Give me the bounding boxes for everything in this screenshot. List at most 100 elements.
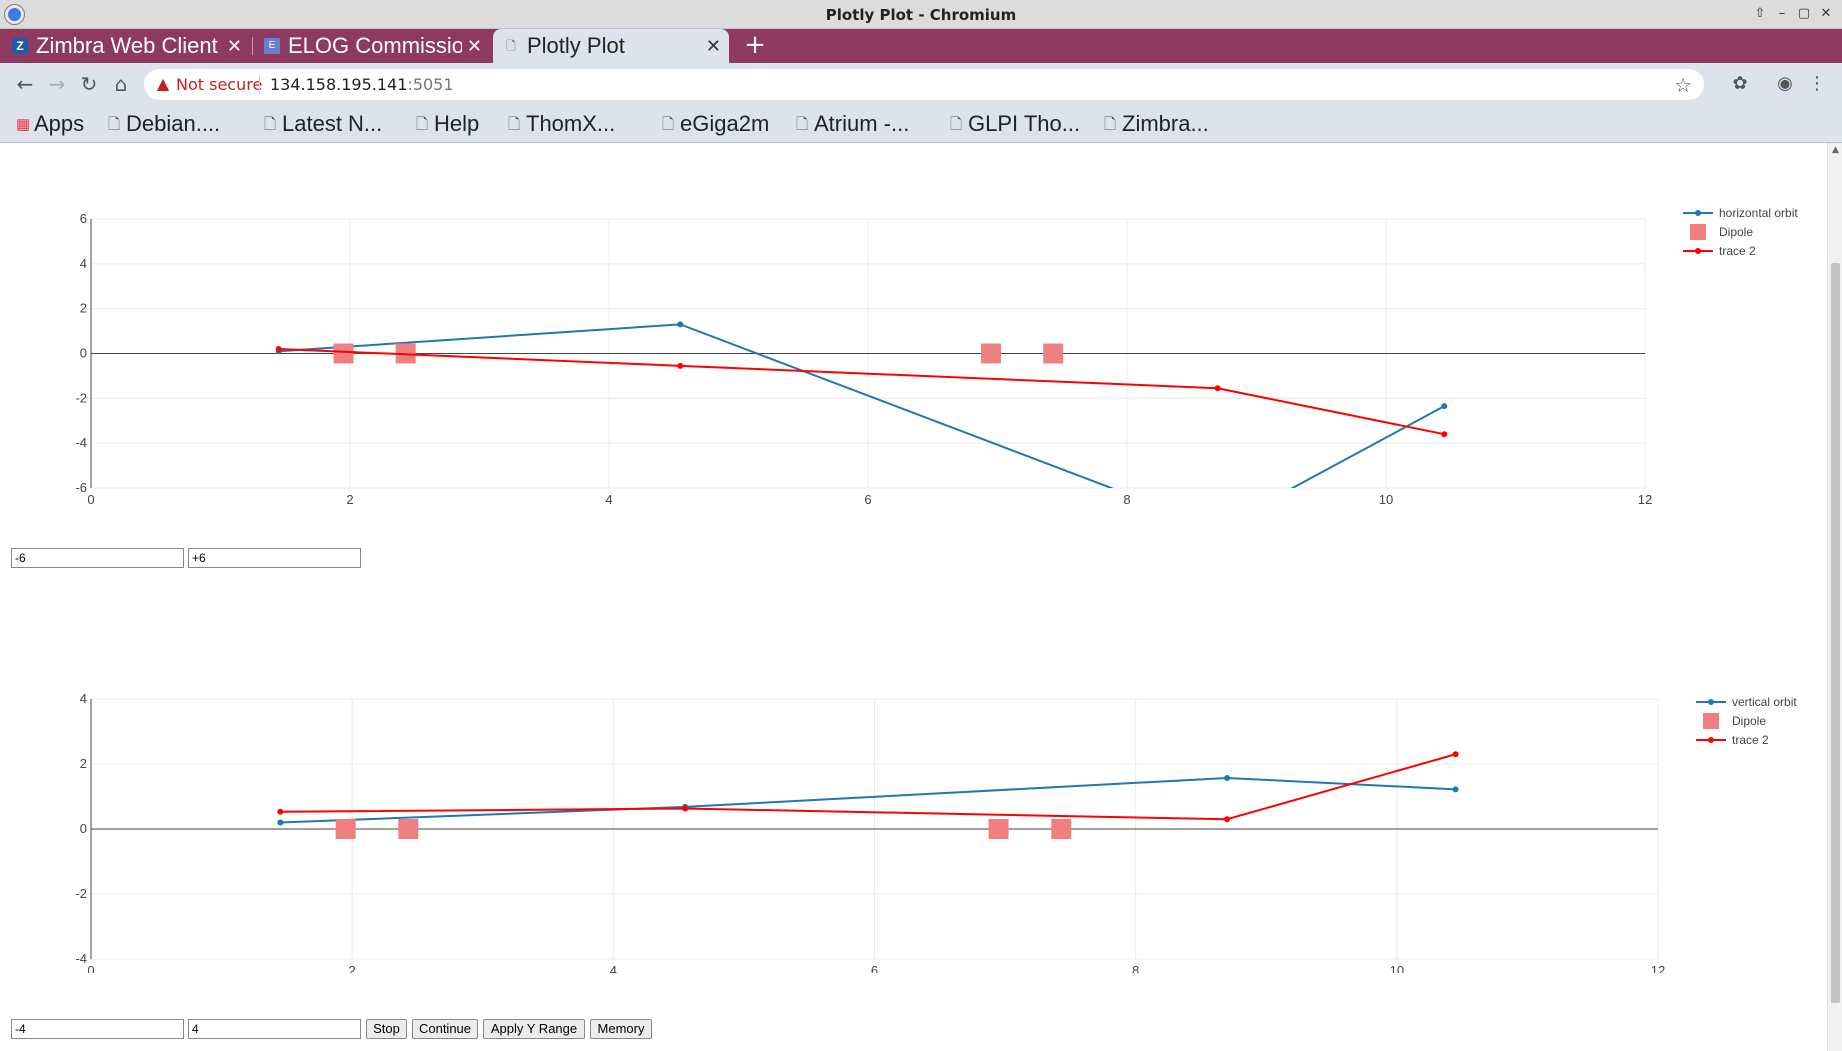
page-favicon-icon: 🗋 <box>506 39 516 53</box>
scroll-up-arrow-icon[interactable]: ▲ <box>1832 145 1839 155</box>
page-icon: 🗋 <box>662 116 675 133</box>
toolbar: ← → ↻ ⌂ ▲ Not secure 134.158.195.141:505… <box>0 63 1842 106</box>
dipole-marker <box>981 343 1002 364</box>
scrollbar-thumb[interactable] <box>1831 263 1840 1003</box>
memory-button[interactable]: Memory <box>590 1019 652 1039</box>
keep-above-icon[interactable]: ⇧ <box>1754 6 1766 21</box>
x-tick-label: 8 <box>1123 492 1130 507</box>
data-point <box>682 805 689 812</box>
bookmark-glpi[interactable]: 🗋 GLPI Tho... <box>950 110 1080 138</box>
divider <box>259 75 260 94</box>
x-tick-label: 0 <box>87 492 94 507</box>
x-tick-label: 4 <box>605 492 612 507</box>
bookmark-label: Apps <box>34 111 85 136</box>
bottom-y-min-input[interactable] <box>11 1019 184 1039</box>
legend-square <box>1703 713 1719 729</box>
page-icon: 🗋 <box>950 116 963 133</box>
legend-marker <box>1695 248 1701 254</box>
series-line <box>278 348 1445 436</box>
new-tab-button[interactable]: + <box>744 30 766 60</box>
data-point <box>1441 403 1448 410</box>
legend-label: trace 2 <box>1732 733 1769 747</box>
extension-icon[interactable]: ✿ <box>1732 73 1748 94</box>
legend-label: Dipole <box>1732 714 1766 728</box>
menu-icon[interactable]: ⋮ <box>1808 73 1826 94</box>
bookmark-label: Help <box>434 111 480 136</box>
x-tick-label: 0 <box>87 963 94 973</box>
page-content: 0 2 4 6 8 10 12 -6 -4 -2 0 2 4 6 horizontal orbit Dipol… <box>0 143 1842 1051</box>
tab-label: Zimbra Web Client <box>36 33 218 58</box>
apply-y-range-button[interactable]: Apply Y Range <box>483 1019 585 1039</box>
bookmark-label: GLPI Tho... <box>968 111 1081 136</box>
y-tick-label: 0 <box>80 346 87 361</box>
data-point <box>1441 431 1448 438</box>
profile-avatar-icon[interactable]: ◉ <box>1777 73 1793 94</box>
bookmark-help[interactable]: 🗋 Help <box>416 110 479 138</box>
dipole-marker <box>335 819 356 839</box>
vertical-orbit-plot[interactable]: 0 2 4 6 8 10 12 -4 -2 0 2 4 vertical orbit Dipole trac… <box>0 653 1826 973</box>
tab-elog[interactable]: E ELOG Commissioning ✕ <box>254 29 490 63</box>
zimbra-favicon-icon: Z <box>12 38 28 54</box>
bookmark-atrium[interactable]: 🗋 Atrium -... <box>796 110 909 138</box>
reload-button[interactable]: ↻ <box>80 72 98 96</box>
x-tick-label: 6 <box>871 963 878 973</box>
bookmark-thomx[interactable]: 🗋 ThomX... <box>508 110 615 138</box>
legend-label: vertical orbit <box>1732 695 1797 709</box>
forward-button[interactable]: → <box>48 72 66 96</box>
plot-area <box>275 321 1448 488</box>
y-tick-label: 2 <box>80 756 87 771</box>
dipole-marker <box>1051 819 1072 839</box>
page-icon: 🗋 <box>1104 116 1117 133</box>
tab-strip: Z Zimbra Web Client ✕ E ELOG Commissioni… <box>0 29 1842 63</box>
tab-zimbra[interactable]: Z Zimbra Web Client ✕ <box>2 29 250 63</box>
tab-plotly-plot[interactable]: 🗋 Plotly Plot ✕ <box>493 29 729 63</box>
legend-marker <box>1708 699 1714 705</box>
tab-label: Plotly Plot <box>527 33 625 58</box>
y-tick-label: 4 <box>80 691 87 706</box>
close-window-icon[interactable]: ✕ <box>1820 6 1832 21</box>
page-icon: 🗋 <box>416 116 429 133</box>
bookmark-apps[interactable]: ▦ Apps <box>16 110 84 138</box>
bottom-y-max-input[interactable] <box>188 1019 361 1039</box>
y-tick-label: -4 <box>75 951 87 966</box>
stop-button[interactable]: Stop <box>366 1019 407 1039</box>
series-line <box>280 753 1456 821</box>
y-tick-label: 2 <box>80 301 87 316</box>
bookmark-zimbra[interactable]: 🗋 Zimbra... <box>1104 110 1209 138</box>
back-button[interactable]: ← <box>16 72 34 96</box>
continue-button[interactable]: Continue <box>412 1019 478 1039</box>
title-bar: Plotly Plot - Chromium ⇧ – ▢ ✕ <box>0 0 1842 29</box>
chromium-icon <box>5 5 24 24</box>
legend-label: trace 2 <box>1719 244 1756 258</box>
x-tick-label: 8 <box>1132 963 1139 973</box>
top-y-max-input[interactable] <box>188 548 361 568</box>
top-y-min-input[interactable] <box>11 548 184 568</box>
x-tick-label: 2 <box>346 492 353 507</box>
tab-close-icon[interactable]: ✕ <box>466 36 482 56</box>
url-host-text: 134.158.195.141 <box>270 75 408 94</box>
tab-label: ELOG Commissioning <box>288 33 462 58</box>
bookmark-latest[interactable]: 🗋 Latest N... <box>264 110 382 138</box>
bookmark-star-icon[interactable]: ☆ <box>1674 73 1692 97</box>
bookmark-label: Atrium -... <box>814 111 910 136</box>
y-tick-label: -2 <box>75 886 87 901</box>
vertical-scrollbar[interactable]: ▲ <box>1827 143 1842 1051</box>
data-point <box>277 808 284 815</box>
home-button[interactable]: ⌂ <box>114 72 128 96</box>
data-point <box>1452 786 1459 793</box>
y-tick-label: -4 <box>75 435 87 450</box>
minimize-icon[interactable]: – <box>1778 6 1786 21</box>
page-icon: 🗋 <box>796 116 809 133</box>
maximize-icon[interactable]: ▢ <box>1797 6 1811 21</box>
bookmark-debian[interactable]: 🗋 Debian.... <box>108 110 220 138</box>
tab-close-icon[interactable]: ✕ <box>705 36 721 56</box>
elog-favicon-icon: E <box>264 38 280 54</box>
bookmark-egiga2m[interactable]: 🗋 eGiga2m <box>662 110 769 138</box>
horizontal-orbit-plot[interactable]: 0 2 4 6 8 10 12 -6 -4 -2 0 2 4 6 horizontal orbit Dipol… <box>0 163 1826 523</box>
x-tick-label: 12 <box>1651 963 1665 973</box>
tab-close-icon[interactable]: ✕ <box>226 36 242 56</box>
y-tick-label: 6 <box>80 211 87 226</box>
series-line <box>280 776 1456 824</box>
data-point <box>1224 774 1231 781</box>
address-bar[interactable]: ▲ Not secure 134.158.195.141:5051 ☆ <box>144 69 1704 100</box>
